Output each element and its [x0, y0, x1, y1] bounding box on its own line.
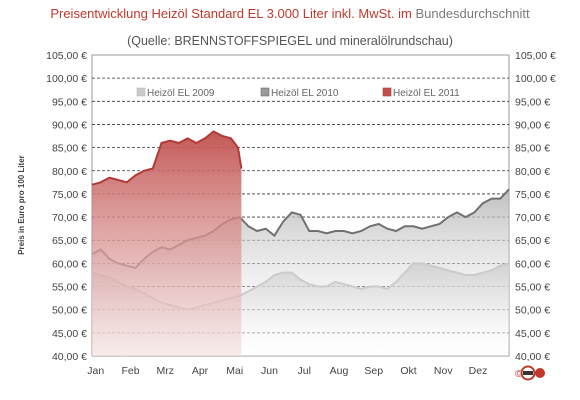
- x-tick-label: Okt: [400, 365, 416, 377]
- x-tick-label: Jan: [87, 365, 104, 377]
- y-tick-label-right: 85,00 €: [515, 143, 550, 155]
- x-tick-label: Feb: [121, 365, 139, 377]
- y-tick-label-left: 45,00 €: [52, 328, 87, 340]
- logo: ©: [515, 365, 545, 381]
- y-tick-label-left: 60,00 €: [52, 258, 87, 270]
- legend-label: Heizöl EL 2010: [271, 88, 339, 99]
- y-tick-label-left: 55,00 €: [52, 282, 87, 294]
- x-tick-label: Jun: [261, 365, 278, 377]
- y-tick-label-left: 85,00 €: [52, 143, 87, 155]
- logo-bar: [523, 371, 533, 375]
- y-tick-label-right: 100,00 €: [515, 73, 556, 85]
- y-tick-label-left: 65,00 €: [52, 235, 87, 247]
- y-tick-label-left: 95,00 €: [52, 96, 87, 108]
- y-tick-label-right: 105,00 €: [515, 50, 556, 62]
- y-tick-label-left: 80,00 €: [52, 166, 87, 178]
- chart-title-main: Preisentwicklung Heizöl Standard EL 3.00…: [50, 6, 412, 21]
- y-tick-label-left: 75,00 €: [52, 189, 87, 201]
- x-tick-label: Sep: [364, 365, 383, 377]
- series-line-2: [91, 130, 243, 186]
- y-tick-label-right: 80,00 €: [515, 166, 550, 178]
- y-tick-label-left: 100,00 €: [46, 73, 87, 85]
- x-tick-label: Mrz: [156, 365, 174, 377]
- y-tick-label-right: 95,00 €: [515, 96, 550, 108]
- y-tick-label-left: 50,00 €: [52, 305, 87, 317]
- x-tick-label: Jul: [298, 365, 311, 377]
- y-tick-label-right: 50,00 €: [515, 305, 550, 317]
- y-tick-label-right: 55,00 €: [515, 282, 550, 294]
- y-tick-label-right: 75,00 €: [515, 189, 550, 201]
- y-axis-label: Preis in Euro pro 100 Liter: [17, 155, 26, 255]
- chart-title: Preisentwicklung Heizöl Standard EL 3.00…: [0, 6, 580, 21]
- y-tick-label-right: 65,00 €: [515, 235, 550, 247]
- legend-swatch: [136, 87, 146, 97]
- y-tick-label-left: 70,00 €: [52, 212, 87, 224]
- legend-swatch: [260, 87, 270, 97]
- y-tick-label-right: 70,00 €: [515, 212, 550, 224]
- legend-swatch: [382, 87, 392, 97]
- legend-label: Heizöl EL 2009: [147, 88, 215, 99]
- x-tick-label: Apr: [192, 365, 209, 377]
- y-tick-label-right: 90,00 €: [515, 119, 550, 131]
- y-tick-label-right: 60,00 €: [515, 258, 550, 270]
- y-tick-label-right: 40,00 €: [515, 351, 550, 363]
- x-tick-label: Aug: [330, 365, 349, 377]
- y-tick-label-right: 45,00 €: [515, 328, 550, 340]
- x-tick-label: Mai: [226, 365, 243, 377]
- x-axis: Jan Feb Mrz Apr Mai Jun Jul Aug Sep Okt Nov Dez: [87, 365, 487, 377]
- series-area-2: [92, 131, 242, 356]
- y-axis-left: 40,00 € 45,00 € 50,00 € 55,00 € 60,00 € 65,00…: [46, 50, 87, 363]
- y-axis-right: 40,00 € 45,00 € 50,00 € 55,00 € 60,00 € 65,00…: [515, 50, 556, 363]
- y-tick-label-left: 105,00 €: [46, 50, 87, 62]
- logo-dot: [535, 368, 545, 378]
- x-tick-label: Dez: [469, 365, 488, 377]
- x-tick-label: Nov: [434, 365, 453, 377]
- series-areas: [91, 130, 510, 356]
- legend: Heizöl EL 2009 Heizöl EL 2010 Heizöl EL 20…: [136, 87, 460, 99]
- y-tick-label-left: 90,00 €: [52, 119, 87, 131]
- legend-label: Heizöl EL 2011: [393, 88, 460, 99]
- chart-subtitle: (Quelle: BRENNSTOFFSPIEGEL und mineralöl…: [127, 34, 453, 48]
- y-tick-label-left: 40,00 €: [52, 351, 87, 363]
- chart-title-suffix: Bundesdurchschnitt: [415, 6, 530, 21]
- logo-copyright: ©: [515, 369, 523, 380]
